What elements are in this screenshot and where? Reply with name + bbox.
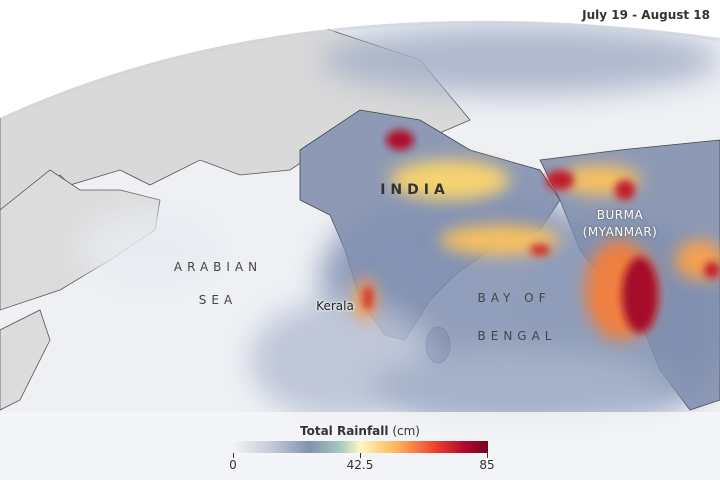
label-bay-of: BAY OF: [477, 291, 551, 305]
legend-tick-max: [487, 453, 488, 458]
label-arabian: ARABIAN: [173, 260, 263, 274]
legend-label-max: 85: [479, 458, 495, 472]
label-india: INDIA: [380, 182, 450, 198]
legend-label-mid: 42.5: [346, 458, 374, 472]
legend-tick-mid: [360, 453, 361, 458]
land-africa: [0, 309, 51, 411]
horizon-shade: [0, 20, 720, 121]
label-sea: SEA: [198, 293, 238, 307]
legend-title-text: Total Rainfall: [300, 424, 389, 438]
label-kerala: Kerala: [316, 299, 354, 313]
label-myanmar-name: (MYANMAR): [582, 225, 658, 239]
legend-colorbar: [233, 441, 488, 453]
label-burma-name: BURMA: [596, 208, 644, 222]
legend-title: Total Rainfall (cm): [0, 424, 720, 438]
legend-label-min: 0: [229, 458, 237, 472]
date-range: July 19 - August 18: [582, 8, 710, 22]
label-burma: BURMA (MYANMAR): [583, 207, 658, 241]
legend-unit: (cm): [392, 424, 420, 438]
legend-tick-min: [233, 453, 234, 458]
label-bengal: BENGAL: [477, 329, 557, 343]
